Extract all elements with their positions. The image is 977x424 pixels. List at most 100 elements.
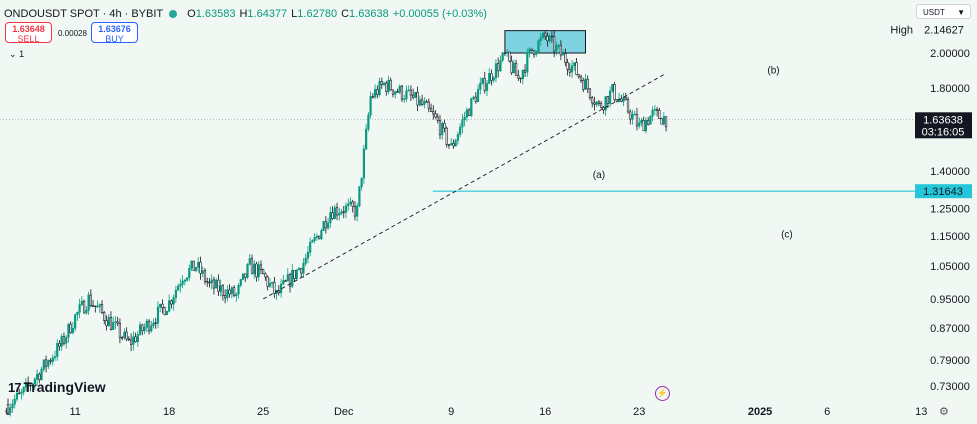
candle-body	[168, 300, 171, 312]
candle-body	[15, 392, 19, 400]
candle-body	[311, 240, 314, 243]
candle-body	[338, 213, 341, 216]
candle-body	[300, 268, 303, 274]
candle-body	[288, 274, 292, 287]
chart-title[interactable]: ONDOUSDT SPOT · 4h · BYBIT	[4, 8, 164, 20]
sell-button[interactable]: 1.63648 SELL	[5, 22, 52, 44]
candle-body	[38, 373, 41, 380]
candle-body	[526, 52, 529, 73]
candle-body	[591, 97, 594, 104]
candle-body	[145, 320, 148, 328]
candle-body	[304, 257, 307, 264]
candle-body	[577, 74, 580, 78]
candle-body	[497, 63, 500, 72]
candle-body	[463, 116, 466, 121]
candle-body	[429, 107, 433, 112]
candle-body	[602, 107, 605, 111]
candle-body	[190, 260, 193, 269]
candle-body	[382, 82, 386, 85]
candle-body	[42, 359, 45, 370]
candle-body	[31, 383, 34, 387]
candle-body	[575, 62, 578, 75]
last-price-tag	[915, 112, 972, 139]
candle-body	[452, 143, 455, 147]
candle-body	[481, 77, 484, 84]
candle-body	[562, 53, 565, 56]
last-price-value: 1.63638	[923, 114, 963, 126]
candle-body	[18, 392, 21, 395]
candle-body	[89, 294, 92, 307]
buy-button[interactable]: 1.63676 BUY	[91, 22, 138, 44]
currency-selector[interactable]: USDT ▼	[916, 4, 971, 19]
candle-body	[259, 264, 263, 270]
market-open-icon	[169, 10, 178, 18]
price-axis-label: 0.87000	[930, 323, 970, 335]
candle-body	[49, 360, 52, 362]
candle-body	[266, 276, 269, 287]
candle-body	[76, 312, 79, 315]
candle-body	[459, 126, 462, 135]
candle-body	[369, 96, 372, 116]
candle-body	[103, 312, 106, 321]
candle-body	[454, 140, 457, 147]
candle-body	[653, 109, 656, 111]
price-axis-label: 1.05000	[930, 261, 970, 273]
candle-body	[268, 283, 271, 287]
chevron-down-icon: ⌄	[9, 49, 17, 59]
candle-body	[33, 378, 36, 384]
sell-price: 1.63648	[12, 24, 45, 34]
candle-body	[9, 407, 12, 414]
candle-body	[286, 274, 289, 282]
candle-body	[141, 324, 144, 332]
candle-body	[658, 110, 661, 119]
candle-body	[537, 40, 540, 53]
candle-body	[125, 331, 128, 340]
bar-countdown: 03:16:05	[922, 126, 965, 138]
settings-icon[interactable]: ⚙	[939, 406, 949, 418]
tradingview-logo[interactable]: 17 TradingView	[8, 379, 106, 395]
candle-body	[365, 128, 368, 150]
candle-body	[564, 53, 567, 63]
lightning-icon[interactable]: ⚡	[655, 386, 670, 401]
candle-body	[635, 113, 639, 127]
candle-body	[329, 212, 332, 224]
candle-body	[546, 35, 549, 42]
candle-body	[512, 62, 515, 74]
indicator-collapse-toggle[interactable]: ⌄ 1	[9, 49, 24, 60]
candle-body	[185, 277, 189, 281]
candle-body	[557, 44, 560, 47]
candle-body	[356, 205, 359, 217]
level-tag	[915, 184, 972, 199]
candle-body	[35, 373, 39, 380]
candle-body	[503, 52, 507, 54]
candle-body	[302, 262, 305, 274]
candle-body	[412, 94, 415, 98]
candle-body	[96, 306, 99, 308]
candle-body	[530, 48, 533, 51]
candle-body	[335, 207, 339, 216]
candle-body	[351, 201, 354, 207]
candle-body	[53, 356, 57, 359]
candle-body	[152, 322, 155, 326]
candle-body	[170, 300, 173, 305]
price-axis-label: 1.25000	[930, 203, 970, 215]
candle-body	[253, 263, 256, 275]
time-axis-label: Dec	[334, 406, 354, 418]
candle-body	[479, 82, 482, 90]
candle-body	[656, 109, 659, 111]
candle-body	[156, 306, 160, 324]
candle-body	[642, 119, 645, 132]
candle-body	[427, 101, 430, 109]
candle-body	[450, 143, 453, 146]
candle-body	[548, 35, 551, 42]
candle-body	[29, 385, 32, 387]
candle-body	[405, 90, 408, 100]
candle-body	[624, 97, 627, 100]
candle-body	[400, 85, 404, 100]
candle-body	[443, 123, 446, 129]
candle-body	[179, 284, 182, 287]
candle-body	[566, 62, 569, 70]
candle-body	[114, 321, 117, 323]
candle-body	[586, 78, 589, 90]
